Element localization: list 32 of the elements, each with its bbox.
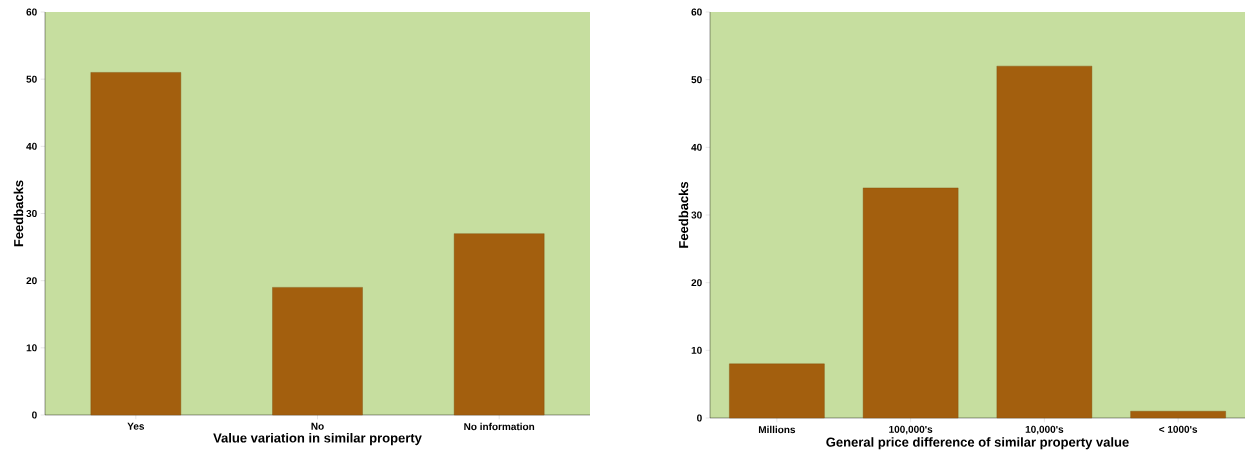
y-tick-label: 10 <box>26 344 37 352</box>
x-axis-title: Value variation in similar property <box>213 433 422 446</box>
y-tick-label: 60 <box>691 8 702 16</box>
x-tick-label: < 1000's <box>1159 425 1198 433</box>
bar <box>453 233 545 416</box>
y-axis-title: Feedbacks <box>678 181 689 248</box>
y-tick-label: 50 <box>691 76 702 84</box>
y-tick-label: 0 <box>32 411 37 419</box>
y-tick-label: 20 <box>691 279 702 287</box>
y-tick-label: 50 <box>26 75 37 83</box>
x-tick-label: 10,000's <box>1025 425 1064 435</box>
y-tick-label: 10 <box>691 346 702 354</box>
y-tick-label: 20 <box>26 277 37 285</box>
y-tick-label: 0 <box>697 414 702 422</box>
x-tick-label: 100,000's <box>889 425 933 435</box>
y-tick-label: 60 <box>26 8 37 16</box>
x-tick-label: No information <box>464 422 535 431</box>
x-axis-title: General price difference of similar property value <box>826 437 1129 450</box>
bar <box>996 65 1093 419</box>
x-tick-label: Yes <box>127 422 145 430</box>
bar <box>90 72 182 416</box>
bar <box>862 187 959 419</box>
bar <box>272 287 363 416</box>
x-tick-label: No <box>311 422 324 430</box>
y-tick-label: 30 <box>691 211 702 219</box>
bar <box>1130 411 1226 419</box>
y-tick-label: 40 <box>691 143 702 151</box>
bar <box>729 363 825 419</box>
y-tick-label: 30 <box>26 209 37 218</box>
y-axis-title: Feedbacks <box>13 180 24 247</box>
x-tick-label: Millions <box>758 425 796 434</box>
y-tick-label: 40 <box>26 142 37 150</box>
